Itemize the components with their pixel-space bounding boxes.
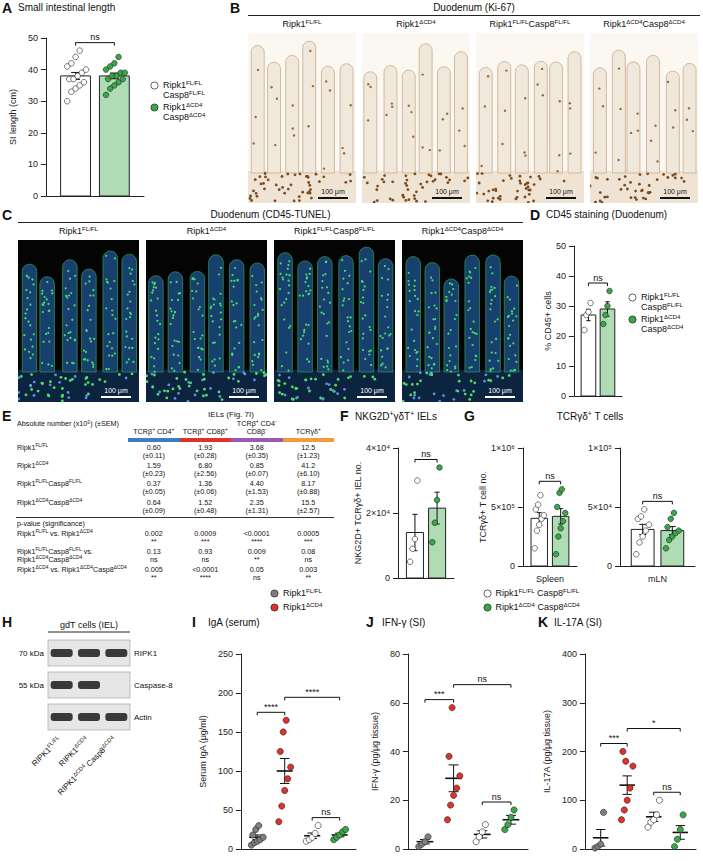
svg-text:100 μm: 100 μm xyxy=(360,387,384,395)
svg-text:ns: ns xyxy=(478,674,488,684)
svg-text:5×10⁵: 5×10⁵ xyxy=(491,502,515,512)
svg-text:IL-17A (pg/μg tissue): IL-17A (pg/μg tissue) xyxy=(542,710,552,793)
svg-text:IFN-γ (pg/μg tissue): IFN-γ (pg/μg tissue) xyxy=(370,712,380,791)
svg-text:0: 0 xyxy=(395,844,400,854)
svg-text:SI length (cm): SI length (cm) xyxy=(8,89,18,145)
svg-text:1×10⁵: 1×10⁵ xyxy=(588,443,612,453)
svg-text:100 μm: 100 μm xyxy=(435,188,459,196)
svg-text:*: * xyxy=(652,718,656,728)
svg-text:0: 0 xyxy=(510,561,515,571)
svg-text:Caspase-8: Caspase-8 xyxy=(134,681,173,690)
svg-text:40: 40 xyxy=(556,271,566,281)
svg-text:4×10⁴: 4×10⁴ xyxy=(366,443,390,453)
svg-text:50: 50 xyxy=(223,805,233,815)
svg-text:0: 0 xyxy=(385,573,390,583)
svg-text:1×10⁶: 1×10⁶ xyxy=(491,443,515,453)
svg-text:0: 0 xyxy=(561,391,566,401)
svg-text:300: 300 xyxy=(562,698,577,708)
svg-text:mLN: mLN xyxy=(648,574,667,584)
svg-text:ns: ns xyxy=(321,807,331,817)
svg-text:ns: ns xyxy=(421,449,431,459)
svg-text:ns: ns xyxy=(653,491,663,501)
svg-text:100: 100 xyxy=(562,795,577,805)
svg-text:30: 30 xyxy=(556,301,566,311)
svg-text:60: 60 xyxy=(390,698,400,708)
svg-text:***: *** xyxy=(609,733,620,743)
svg-text:50: 50 xyxy=(556,241,566,251)
svg-text:Actin: Actin xyxy=(134,713,152,722)
svg-text:40: 40 xyxy=(390,747,400,757)
svg-text:20: 20 xyxy=(28,128,38,138)
svg-text:250: 250 xyxy=(218,649,233,659)
svg-text:0: 0 xyxy=(607,561,612,571)
svg-text:2×10⁴: 2×10⁴ xyxy=(366,508,390,518)
svg-text:0: 0 xyxy=(33,191,38,201)
svg-text:50: 50 xyxy=(28,33,38,43)
svg-text:20: 20 xyxy=(390,795,400,805)
svg-text:200: 200 xyxy=(562,747,577,757)
svg-text:0: 0 xyxy=(228,844,233,854)
svg-text:100 μm: 100 μm xyxy=(321,188,345,196)
svg-text:20: 20 xyxy=(556,331,566,341)
svg-text:0: 0 xyxy=(572,844,577,854)
svg-text:40: 40 xyxy=(28,65,38,75)
svg-text:ns: ns xyxy=(90,32,100,42)
svg-text:400: 400 xyxy=(562,649,577,659)
svg-text:55 kDa: 55 kDa xyxy=(19,681,45,690)
svg-text:100 μm: 100 μm xyxy=(663,188,687,196)
svg-text:100 μm: 100 μm xyxy=(104,387,128,395)
svg-text:100: 100 xyxy=(218,766,233,776)
svg-text:100 μm: 100 μm xyxy=(488,387,512,395)
svg-text:***: *** xyxy=(434,689,445,699)
svg-text:% CD45+ cells: % CD45+ cells xyxy=(543,291,553,351)
svg-text:Serum IgA (μg/ml): Serum IgA (μg/ml) xyxy=(198,715,208,788)
svg-text:RIPK1: RIPK1 xyxy=(134,649,158,658)
svg-text:5×10⁴: 5×10⁴ xyxy=(588,502,612,512)
svg-text:200: 200 xyxy=(218,688,233,698)
svg-text:10: 10 xyxy=(556,361,566,371)
svg-text:****: **** xyxy=(264,702,279,712)
svg-text:70 kDa: 70 kDa xyxy=(19,649,45,658)
svg-text:150: 150 xyxy=(218,727,233,737)
svg-text:80: 80 xyxy=(390,649,400,659)
svg-text:ns: ns xyxy=(662,782,672,792)
svg-text:****: **** xyxy=(305,687,320,697)
svg-text:ns: ns xyxy=(593,273,603,283)
svg-text:NKG2D+ TCRγδ+ IEL no.: NKG2D+ TCRγδ+ IEL no. xyxy=(353,462,363,565)
svg-text:100 μm: 100 μm xyxy=(232,387,256,395)
svg-text:100 μm: 100 μm xyxy=(549,188,573,196)
svg-text:10: 10 xyxy=(28,159,38,169)
svg-text:gdT cells (IEL): gdT cells (IEL) xyxy=(60,620,118,630)
svg-text:RIPK1ΔCD4 Casp8ΔCD4: RIPK1ΔCD4 Casp8ΔCD4 xyxy=(55,734,117,796)
svg-text:TCRγδ+ T cell no.: TCRγδ+ T cell no. xyxy=(478,471,488,543)
svg-text:ns: ns xyxy=(545,471,555,481)
svg-text:30: 30 xyxy=(28,96,38,106)
svg-text:ns: ns xyxy=(492,792,502,802)
svg-text:Spleen: Spleen xyxy=(536,574,564,584)
